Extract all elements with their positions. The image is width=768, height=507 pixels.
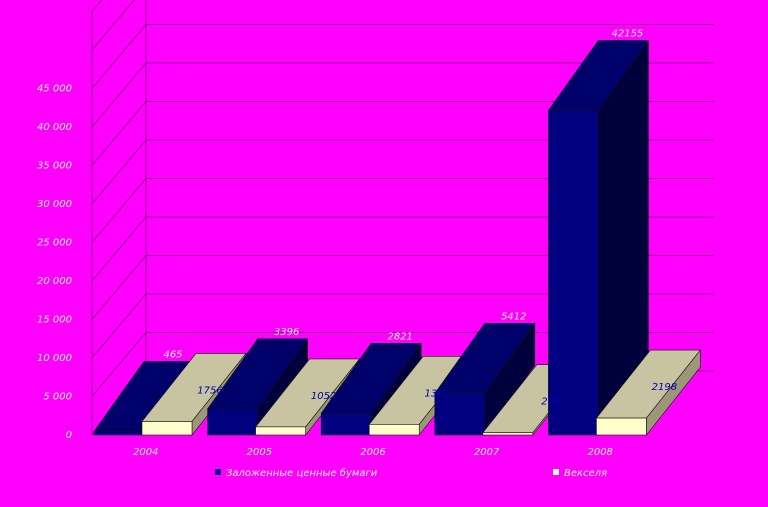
grid-diagonal — [91, 24, 147, 89]
y-axis-ticks: 0 5 000 10 000 15 000 20 000 25 000 30 000 35 0… — [37, 84, 72, 442]
y-tick-label: 15 000 — [37, 315, 72, 326]
grid-diagonal — [91, 255, 147, 320]
legend: Заложенные ценные бумаги Векселя — [215, 467, 607, 479]
bar-series1 — [547, 39, 649, 436]
bar-series1-front — [93, 431, 145, 436]
x-tick-label: 2005 — [247, 447, 272, 458]
data-label-series2: 2198 — [652, 382, 677, 393]
data-label-series1: 465 — [163, 349, 182, 360]
x-tick-label: 2008 — [587, 447, 612, 458]
data-labels: 465 1756 3396 1052 2821 1382 5412 295 42155 2198 — [163, 28, 677, 407]
grid-diagonal — [91, 332, 147, 397]
data-label-series2: 1382 — [424, 388, 449, 399]
bar-series1-front — [548, 110, 599, 436]
grid-diagonal — [91, 293, 147, 359]
y-tick-label: 25 000 — [37, 238, 72, 249]
x-axis-ticks: 2004 2005 2006 2007 2008 — [133, 447, 613, 458]
data-label-series1: 42155 — [611, 28, 643, 39]
grid-diagonal — [91, 178, 147, 243]
y-tick-label: 35 000 — [37, 161, 72, 172]
grid-diagonal — [91, 216, 147, 282]
bar-series2-front — [596, 417, 647, 436]
legend-swatch-series2 — [553, 469, 559, 475]
grid-diagonal — [91, 0, 135, 51]
x-tick-label: 2004 — [133, 447, 158, 458]
bar-series1 — [434, 322, 536, 436]
bar-series2-front — [482, 432, 534, 436]
grid-diagonal — [91, 101, 147, 166]
bar-series1-front — [320, 412, 372, 436]
y-tick-label: 5 000 — [43, 392, 72, 403]
data-label-series1: 5412 — [501, 311, 526, 322]
legend-label-series2: Векселя — [564, 468, 607, 479]
y-tick-label: 10 000 — [37, 353, 72, 364]
data-label-series1: 2821 — [387, 331, 412, 342]
y-tick-label: 30 000 — [37, 199, 72, 210]
legend-swatch-series1 — [215, 469, 221, 475]
grid-diagonal — [91, 0, 103, 12]
data-label-series2: 1756 — [197, 385, 222, 396]
x-tick-label: 2007 — [474, 447, 500, 458]
grid-diagonal — [91, 139, 147, 205]
bar-series2 — [595, 349, 702, 436]
bar-series2-front — [255, 426, 306, 436]
y-tick-label: 0 — [66, 430, 72, 441]
bar-series2-front — [368, 424, 420, 436]
bar-series1-front — [207, 408, 258, 436]
grid-diagonal — [91, 62, 147, 128]
bar-series1-front — [434, 393, 486, 436]
bars — [93, 39, 702, 436]
y-tick-label: 45 000 — [37, 84, 72, 95]
x-tick-label: 2006 — [360, 447, 385, 458]
y-tick-label: 40 000 — [37, 122, 72, 133]
y-tick-label: 20 000 — [37, 276, 72, 287]
legend-label-series1: Заложенные ценные бумаги — [226, 467, 378, 479]
data-label-series1: 3396 — [274, 327, 299, 338]
data-label-series2: 295 — [541, 397, 560, 408]
data-label-series2: 1052 — [311, 391, 336, 402]
bar-series2-front — [141, 421, 193, 436]
